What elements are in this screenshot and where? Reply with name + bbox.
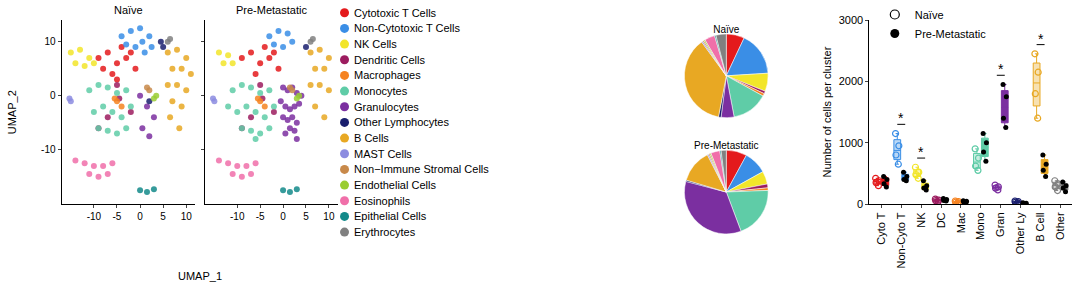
svg-text:Naïve: Naïve — [114, 4, 143, 16]
svg-text:0: 0 — [137, 211, 143, 222]
svg-text:Cytotoxic T Cells: Cytotoxic T Cells — [354, 7, 437, 19]
svg-text:NK Cells: NK Cells — [354, 38, 397, 50]
svg-text:Number of cells per cluster: Number of cells per cluster — [821, 46, 833, 177]
svg-text:B Cell: B Cell — [1034, 212, 1046, 241]
svg-text:*: * — [1038, 31, 1044, 47]
svg-text:5: 5 — [160, 211, 166, 222]
svg-text:-10: -10 — [230, 211, 245, 222]
svg-text:DC: DC — [935, 212, 947, 228]
svg-text:UMAP_2: UMAP_2 — [6, 90, 18, 134]
svg-text:Pre-Metastatic: Pre-Metastatic — [236, 4, 307, 16]
svg-text:Other Ly: Other Ly — [1014, 212, 1026, 254]
svg-text:Monocytes: Monocytes — [354, 85, 408, 97]
svg-text:3000: 3000 — [839, 14, 863, 26]
svg-text:Erythrocytes: Erythrocytes — [354, 226, 416, 238]
svg-text:0: 0 — [280, 211, 286, 222]
svg-text:0: 0 — [857, 198, 863, 210]
svg-text:-10: -10 — [87, 211, 102, 222]
svg-text:0: 0 — [50, 90, 56, 101]
svg-text:10: 10 — [44, 36, 56, 47]
svg-text:MAST Cells: MAST Cells — [354, 148, 412, 160]
svg-text:Granulocytes: Granulocytes — [354, 101, 419, 113]
svg-text:Naïve: Naïve — [713, 24, 740, 35]
svg-text:Mono: Mono — [974, 212, 986, 240]
svg-text:Naïve: Naïve — [915, 9, 944, 21]
svg-text:Non-Cyto T: Non-Cyto T — [895, 212, 907, 268]
svg-text:Endothelial Cells: Endothelial Cells — [354, 179, 436, 191]
svg-text:Pre-Metastatic: Pre-Metastatic — [915, 28, 986, 40]
svg-text:-10: -10 — [41, 144, 56, 155]
svg-text:*: * — [918, 144, 924, 160]
svg-text:*: * — [898, 110, 904, 126]
svg-text:Pre-Metastatic: Pre-Metastatic — [694, 140, 758, 151]
svg-text:Mac: Mac — [955, 212, 967, 233]
svg-text:UMAP_1: UMAP_1 — [178, 270, 222, 282]
svg-text:Non-Cytotoxic T Cells: Non-Cytotoxic T Cells — [354, 22, 460, 34]
svg-text:2000: 2000 — [839, 75, 863, 87]
svg-text:1000: 1000 — [839, 137, 863, 149]
svg-text:*: * — [998, 61, 1004, 77]
svg-text:Cyto T: Cyto T — [875, 212, 887, 244]
svg-text:Dendritic Cells: Dendritic Cells — [354, 54, 425, 66]
svg-text:NK: NK — [915, 212, 927, 228]
svg-text:Other: Other — [1054, 212, 1066, 240]
svg-text:Gran: Gran — [994, 212, 1006, 236]
svg-text:Epithelial Cells: Epithelial Cells — [354, 210, 427, 222]
svg-text:B Cells: B Cells — [354, 132, 389, 144]
svg-text:-5: -5 — [113, 211, 122, 222]
svg-text:-5: -5 — [256, 211, 265, 222]
svg-text:Macrophages: Macrophages — [354, 69, 421, 81]
svg-text:10: 10 — [323, 211, 335, 222]
svg-text:10: 10 — [181, 211, 193, 222]
svg-text:Non−Immune Stromal Cells: Non−Immune Stromal Cells — [354, 163, 489, 175]
svg-text:Other Lymphocytes: Other Lymphocytes — [354, 116, 449, 128]
svg-text:Eosinophils: Eosinophils — [354, 195, 411, 207]
svg-text:5: 5 — [303, 211, 309, 222]
